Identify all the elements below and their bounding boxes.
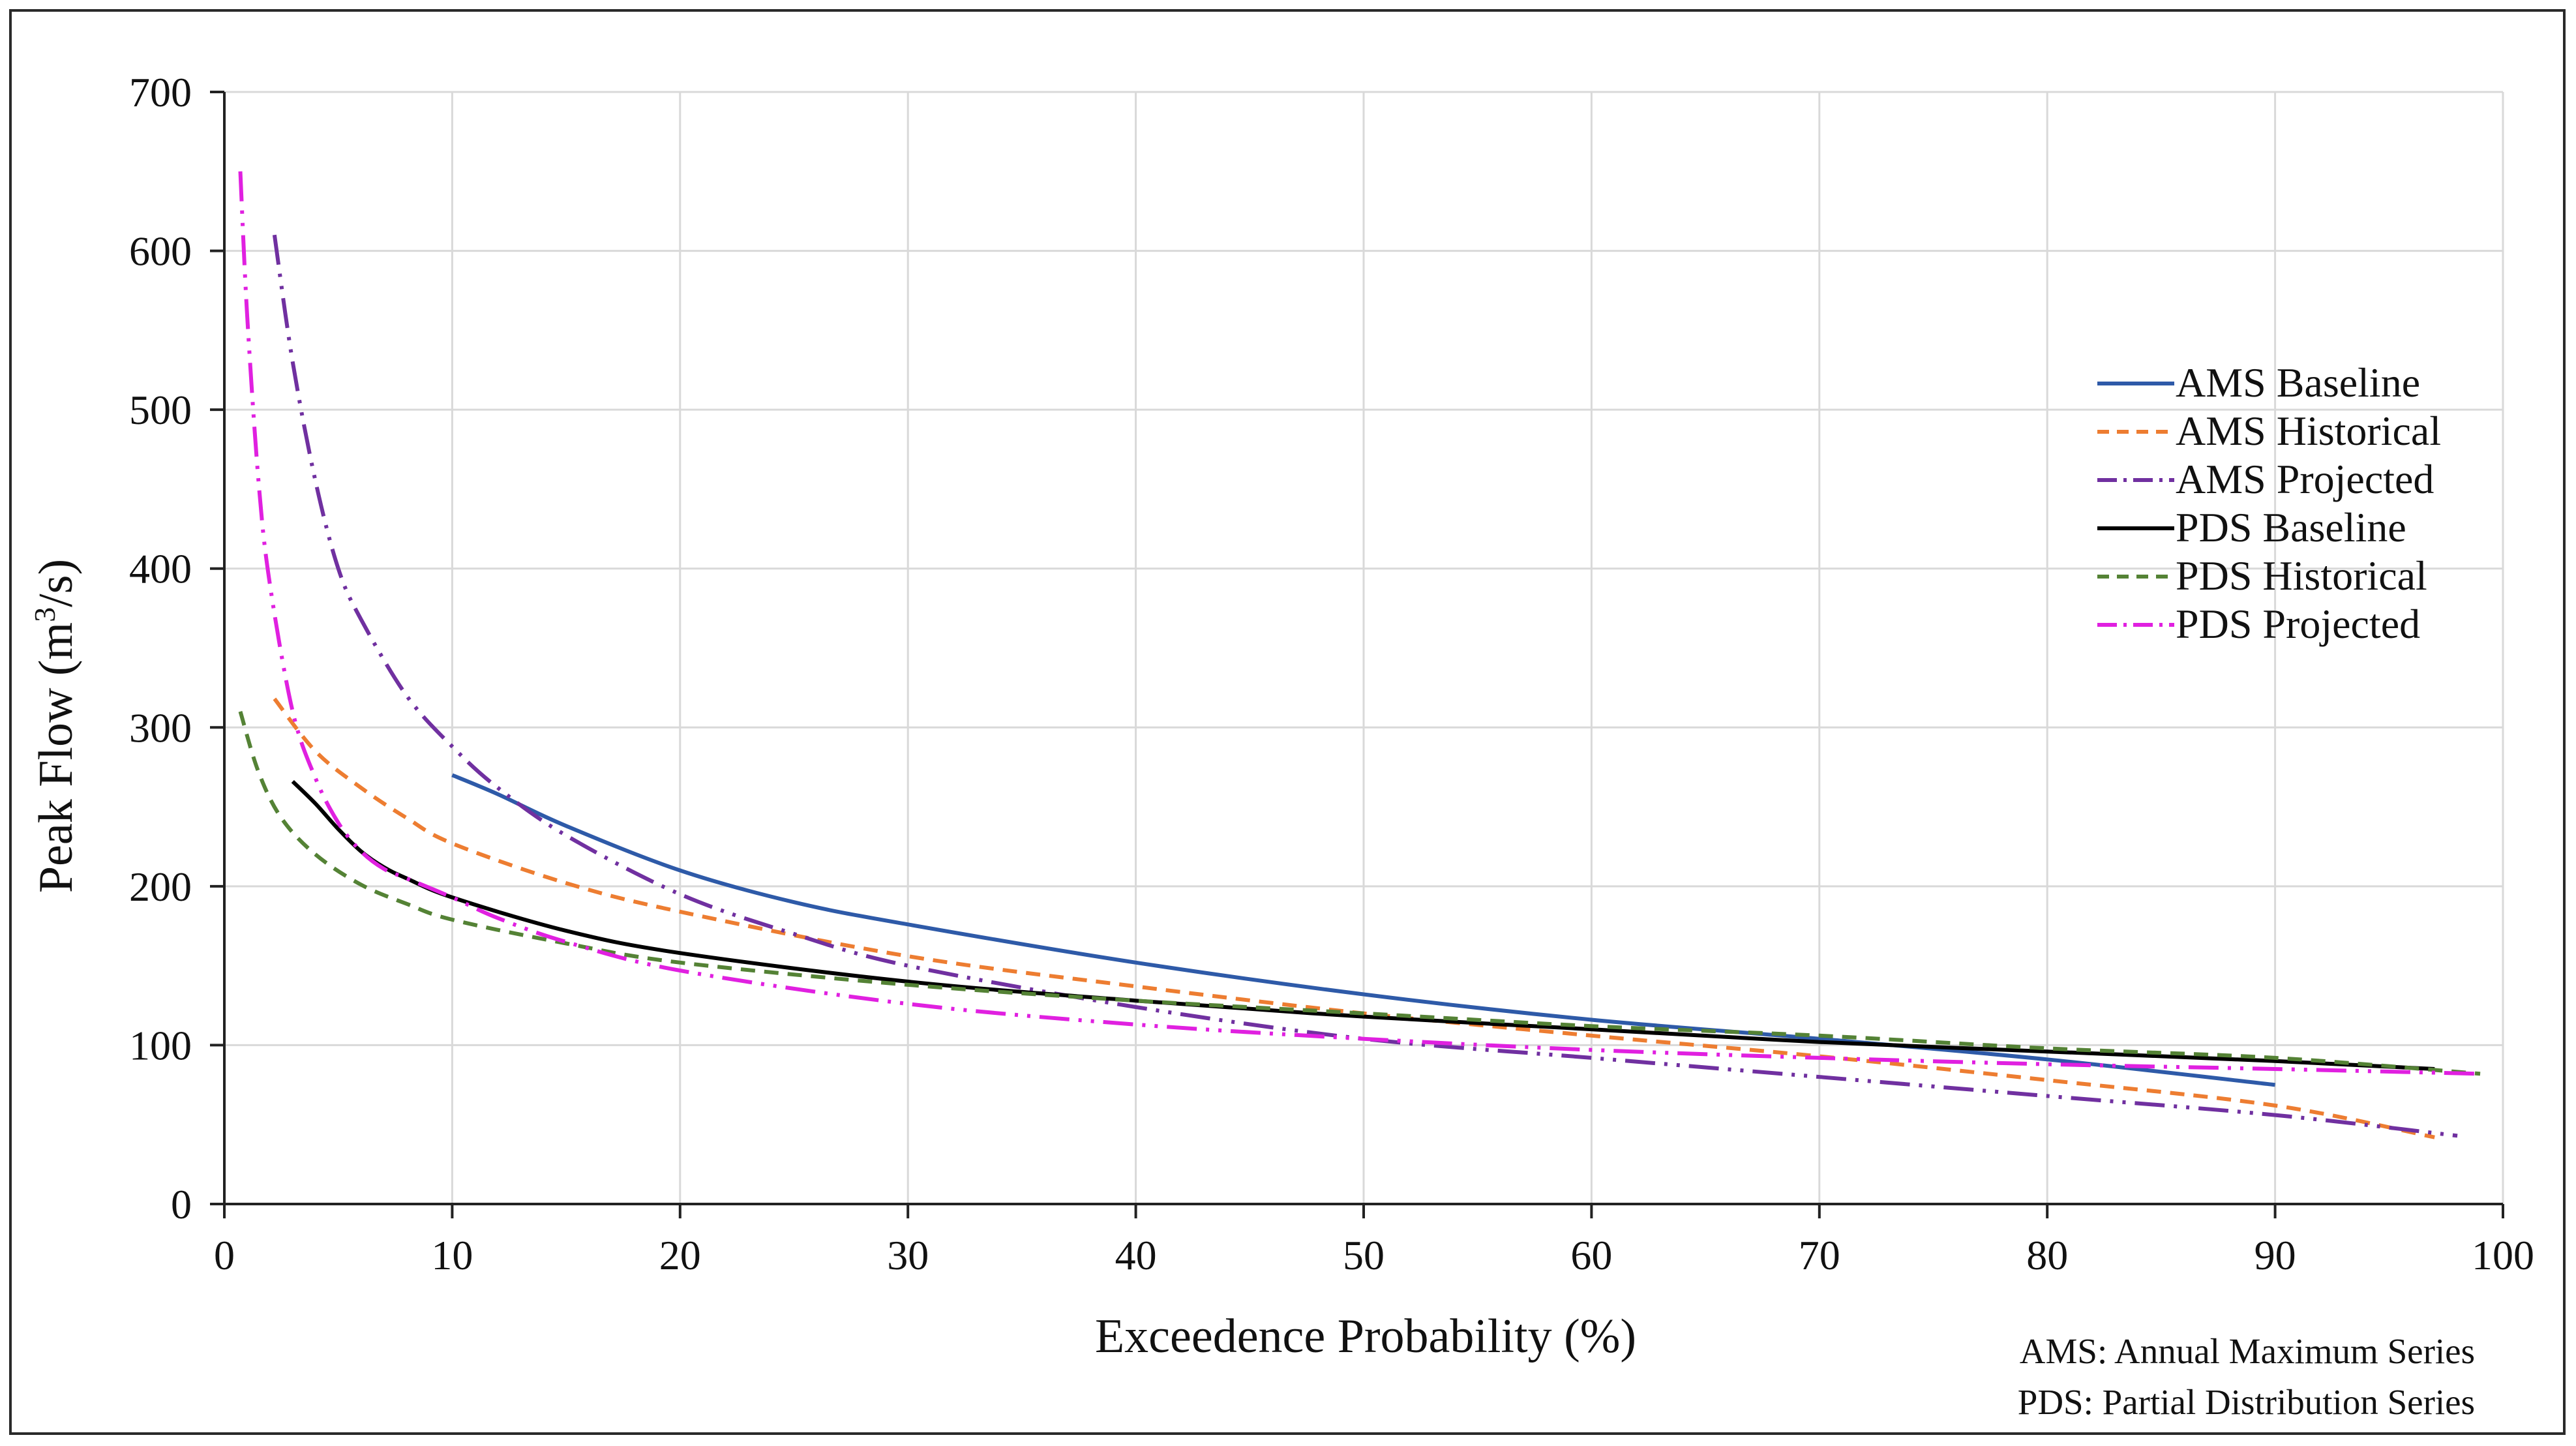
x-tick-label: 10 [431, 1232, 473, 1278]
y-tick-label: 0 [171, 1181, 192, 1228]
x-tick-label: 40 [1115, 1232, 1157, 1278]
y-tick-label: 100 [129, 1022, 192, 1068]
series-lines [238, 171, 2481, 1139]
x-tick-label: 50 [1343, 1232, 1385, 1278]
legend-label: PDS Projected [2176, 601, 2420, 647]
legend-label: AMS Projected [2176, 456, 2434, 502]
legend-label: PDS Baseline [2176, 504, 2406, 550]
x-tick-label: 20 [659, 1232, 701, 1278]
x-tick-labels: 0 10 20 30 40 50 60 70 80 90 100 [214, 1232, 2534, 1278]
series-line-pds-projected [238, 171, 2481, 1076]
x-tick-label: 70 [1799, 1232, 1840, 1278]
series-line-ams-projected [272, 234, 2458, 1138]
y-tick-labels: 0 100 200 300 400 500 600 700 [129, 69, 192, 1228]
y-axis-title: Peak Flow (m3/s) [28, 559, 83, 893]
legend-label: AMS Baseline [2176, 359, 2420, 406]
note-pds: PDS: Partial Distribution Series [2018, 1382, 2475, 1422]
series-line-pds-historical [238, 711, 2481, 1076]
legend-label: PDS Historical [2176, 552, 2427, 599]
x-tick-label: 90 [2254, 1232, 2296, 1278]
y-tick-label: 500 [129, 387, 192, 433]
legend-label: AMS Historical [2176, 408, 2441, 454]
y-tick-label: 700 [129, 69, 192, 115]
x-axis-title: Exceedence Probability (%) [1095, 1310, 1636, 1363]
y-tick-label: 600 [129, 228, 192, 275]
chart-frame: 0 100 200 300 400 500 600 700 0 10 20 30 40 50 60 70 80… [9, 9, 2566, 1435]
x-tick-label: 30 [887, 1232, 929, 1278]
chart-svg: 0 100 200 300 400 500 600 700 0 10 20 30 40 50 60 70 80… [28, 69, 2534, 1422]
x-tick-label: 80 [2026, 1232, 2068, 1278]
y-tick-label: 400 [129, 546, 192, 592]
axes [210, 91, 2504, 1218]
x-tick-label: 60 [1570, 1232, 1612, 1278]
grid-lines [224, 91, 2504, 1204]
x-tick-label: 0 [214, 1232, 235, 1278]
x-tick-label: 100 [2472, 1232, 2534, 1278]
y-tick-label: 300 [129, 704, 192, 751]
note-ams: AMS: Annual Maximum Series [2020, 1331, 2475, 1371]
y-tick-label: 200 [129, 864, 192, 910]
series-line-ams-historical [273, 697, 2435, 1139]
